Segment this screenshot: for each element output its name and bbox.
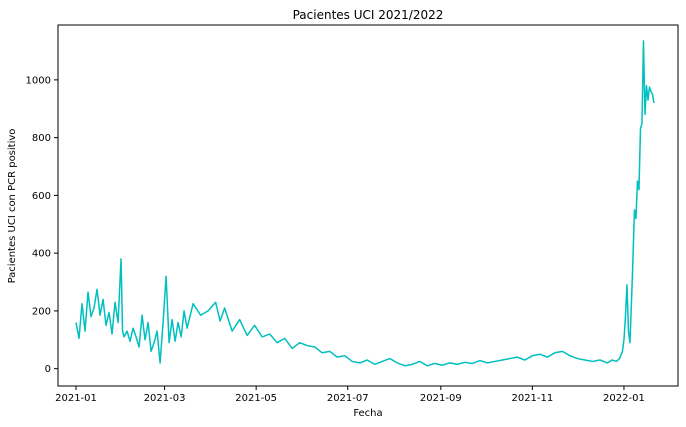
x-tick-label: 2021-11 <box>511 393 553 404</box>
y-tick-label: 800 <box>32 133 51 144</box>
y-tick-label: 1000 <box>26 75 51 86</box>
series-line <box>75 40 655 367</box>
y-axis-label: Pacientes UCI con PCR positivo <box>7 129 18 284</box>
x-axis-label: Fecha <box>353 408 382 419</box>
x-tick-label: 2021-07 <box>327 393 369 404</box>
y-tick-label: 200 <box>32 306 51 317</box>
y-axis: 0 200 400 600 800 1000 <box>26 75 58 375</box>
chart-title: Pacientes UCI 2021/2022 <box>293 8 444 22</box>
y-tick-label: 0 <box>45 364 51 375</box>
x-tick-label: 2022-01 <box>603 393 645 404</box>
y-tick-label: 400 <box>32 249 51 260</box>
x-axis: 2021-01 2021-03 2021-05 2021-07 2021-09 2021-… <box>55 386 645 404</box>
x-tick-label: 2021-03 <box>144 393 186 404</box>
plot-area <box>57 24 679 387</box>
y-tick-label: 600 <box>32 191 51 202</box>
series-layer <box>75 40 655 367</box>
x-tick-label: 2021-01 <box>55 393 97 404</box>
x-tick-label: 2021-05 <box>235 393 277 404</box>
x-tick-label: 2021-09 <box>420 393 462 404</box>
